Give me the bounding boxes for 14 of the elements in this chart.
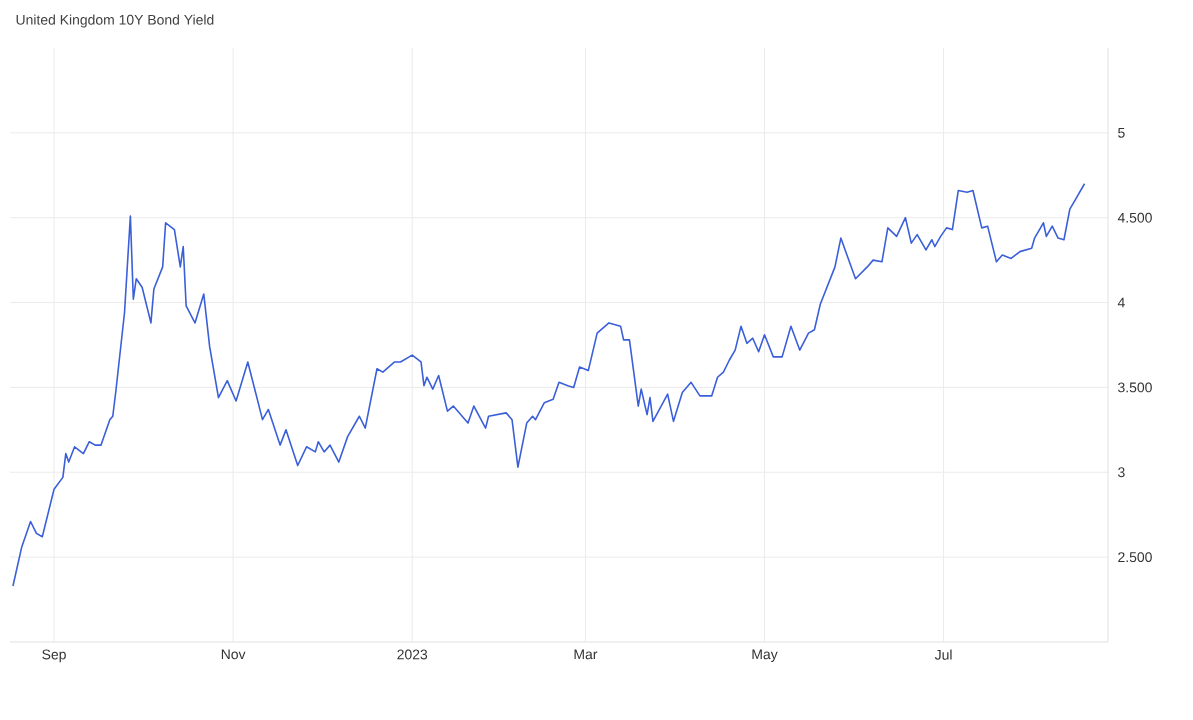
x-tick-label: Sep [42,649,66,663]
x-tick-label: Jul [934,649,952,660]
x-tick-label: May [752,649,778,662]
y-tick-label: 2.500 [1118,552,1152,563]
x-tick-label: Nov [221,649,246,660]
y-tick-label: 4.500 [1117,212,1152,223]
line-series [12,182,1086,587]
x-tick-label: Mar [574,649,598,660]
chart-title: United Kingdom 10Y Bond Yield [16,14,214,28]
x-tick-label: 2023 [397,649,428,660]
y-tick-label: 3.500 [1118,382,1152,393]
y-tick-label: 5 [1118,127,1125,138]
y-tick-label: 3 [1118,467,1125,478]
y-tick-label: 4 [1117,297,1125,308]
